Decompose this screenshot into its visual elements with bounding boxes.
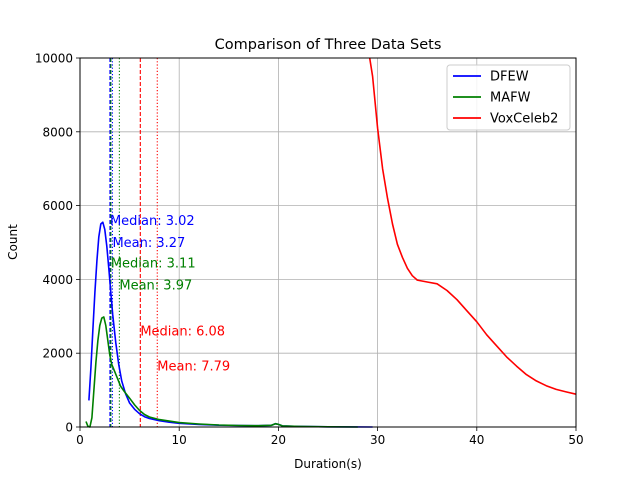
stat-annotation: Mean: 3.27 <box>112 236 185 251</box>
y-tick-label: 8000 <box>42 125 73 139</box>
y-tick-label: 0 <box>65 421 73 435</box>
stat-annotations: Median: 3.02 Mean: 3.27 Median: 3.11 Mean: … <box>110 214 230 375</box>
series-lines <box>85 57 577 428</box>
y-tick-label: 10000 <box>35 52 73 66</box>
stat-annotation: Median: 3.02 <box>110 214 195 229</box>
grid-lines <box>79 57 577 428</box>
x-tick-label: 0 <box>76 433 84 447</box>
mafw-line <box>85 316 358 428</box>
plot-frame <box>79 57 577 428</box>
y-axis-label: Count <box>6 224 20 260</box>
legend-label: DFEW <box>490 70 529 85</box>
x-tick-label: 20 <box>271 433 286 447</box>
stat-annotation: Median: 6.08 <box>140 325 225 340</box>
x-tick-label: 50 <box>568 433 583 447</box>
stat-annotation: Median: 3.11 <box>111 256 196 271</box>
voxceleb2-line <box>368 57 577 395</box>
x-tick-label: 40 <box>469 433 484 447</box>
legend: DFEW MAFW VoxCeleb2 <box>446 64 571 131</box>
stat-annotation: Mean: 7.79 <box>157 360 230 375</box>
x-tick-label: 10 <box>172 433 187 447</box>
x-axis-label: Duration(s) <box>294 457 362 471</box>
y-tick-label: 4000 <box>42 273 73 287</box>
x-tick-label: 30 <box>370 433 385 447</box>
y-tick-label: 6000 <box>42 199 73 213</box>
legend-box <box>446 64 571 131</box>
y-tick-label: 2000 <box>42 347 73 361</box>
stat-annotation: Mean: 3.97 <box>119 278 192 293</box>
legend-label: VoxCeleb2 <box>490 112 558 127</box>
legend-label: MAFW <box>490 91 531 106</box>
axis-ticks: 0 10 20 30 40 50 0 2000 4000 6000 8000 10000 <box>35 52 584 448</box>
chart-title: Comparison of Three Data Sets <box>215 37 442 53</box>
